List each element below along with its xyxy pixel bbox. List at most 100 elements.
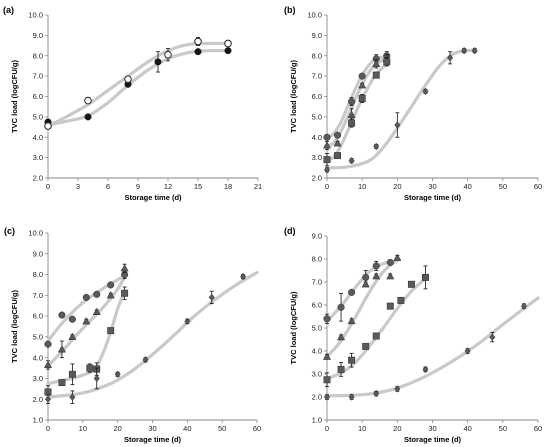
data-point-square — [44, 388, 52, 396]
x-tick-label: 20 — [393, 424, 401, 433]
x-axis-label: Storage time (d) — [404, 193, 462, 202]
data-point-diamond — [447, 54, 454, 62]
data-point-triangle — [106, 291, 115, 299]
y-tick-label: 9.0 — [312, 232, 322, 241]
y-tick-label: 6.0 — [312, 301, 322, 310]
data-point-circle — [323, 315, 331, 323]
data-point-circle — [372, 262, 380, 270]
data-point-triangle — [347, 316, 356, 325]
x-tick-label: 20 — [113, 424, 121, 433]
chart-panel-3: (d) 1.0 2.0 3.0 4.0 5.0 6.0 7.0 8.0 9.0 0 10 20 30 40 5… — [284, 226, 542, 444]
data-point-diamond — [373, 142, 380, 151]
y-tick-label: 7.0 — [312, 278, 322, 287]
data-point-square — [358, 95, 366, 102]
y-tick-label: 1.0 — [33, 416, 43, 425]
y-tick-label: 10.0 — [307, 11, 322, 20]
data-point-diamond — [44, 395, 52, 403]
data-point-triangle — [120, 264, 129, 272]
data-point-triangle — [322, 352, 332, 360]
y-axis-label: TVC load (logCFU/g) — [289, 291, 298, 364]
x-tick-label: 50 — [218, 424, 226, 433]
y-tick-label: 3.0 — [33, 374, 43, 383]
y-tick-label: 2.0 — [33, 395, 43, 404]
fit-curve-1 — [46, 41, 230, 128]
x-axis-label: Storage time (d) — [404, 435, 462, 444]
data-point-square — [334, 152, 342, 160]
y-tick-label: 2.0 — [33, 174, 43, 183]
data-point-square — [407, 280, 415, 288]
y-tick-label: 6.0 — [312, 92, 322, 101]
x-axis-label: Storage time (d) — [124, 435, 182, 444]
chart-panel-0: (a) 2.0 3.0 4.0 5.0 6.0 7.0 8.0 9.0 10.0 0 3 6 9 12 15 1… — [3, 5, 262, 202]
y-tick-label: 2.0 — [312, 174, 322, 183]
panel-title: (c) — [4, 226, 15, 236]
data-point-circle — [82, 293, 90, 301]
y-tick-label: 9.0 — [33, 249, 43, 258]
data-point-triangle — [372, 59, 381, 67]
y-tick-label: 8.0 — [312, 51, 322, 60]
data-point-square — [422, 273, 429, 281]
x-tick-label: 10 — [358, 182, 366, 191]
x-tick-label: 9 — [136, 182, 140, 191]
data-point-diamond — [464, 347, 471, 355]
x-tick-label: 10 — [358, 424, 366, 433]
x-tick-label: 50 — [499, 182, 507, 191]
data-point-circle — [84, 113, 92, 121]
data-point-circle — [44, 122, 52, 130]
data-point-triangle — [393, 253, 402, 261]
data-point-diamond — [394, 385, 401, 393]
data-point-square — [58, 379, 66, 387]
y-axis-label: TVC load (logCFU/g) — [289, 60, 298, 133]
data-point-triangle — [322, 141, 332, 149]
data-point-square — [107, 327, 115, 335]
x-tick-label: 0 — [325, 424, 329, 433]
y-tick-label: 7.0 — [312, 72, 322, 81]
data-point-square — [337, 365, 345, 373]
data-point-diamond — [69, 393, 76, 401]
data-point-circle — [154, 58, 162, 66]
x-tick-label: 15 — [194, 182, 202, 191]
data-point-triangle — [358, 80, 367, 89]
y-tick-label: 9.0 — [33, 31, 43, 40]
data-point-square — [397, 296, 405, 304]
data-point-circle — [68, 315, 76, 323]
y-tick-label: 1.0 — [312, 416, 322, 425]
y-tick-label: 7.0 — [33, 72, 43, 81]
fit-curve-3 — [46, 270, 259, 399]
data-point-triangle — [361, 279, 370, 288]
data-point-circle — [224, 47, 232, 55]
data-point-square — [323, 156, 331, 164]
x-tick-label: 40 — [463, 424, 471, 433]
x-tick-label: 60 — [534, 182, 542, 191]
x-tick-label: 0 — [46, 424, 50, 433]
data-point-circle — [337, 303, 345, 311]
x-tick-label: 0 — [325, 182, 329, 191]
data-point-diamond — [520, 302, 527, 310]
x-tick-label: 20 — [393, 182, 401, 191]
data-point-triangle — [372, 271, 381, 280]
x-tick-label: 6 — [106, 182, 110, 191]
data-point-square — [348, 119, 356, 127]
data-point-diamond — [142, 356, 149, 364]
panel-title: (a) — [3, 5, 14, 15]
data-point-diamond — [348, 156, 355, 165]
data-point-square — [121, 289, 129, 297]
panel-title: (b) — [284, 5, 296, 15]
data-point-square — [323, 376, 331, 384]
x-tick-label: 12 — [164, 182, 172, 191]
data-point-triangle — [57, 345, 66, 353]
y-tick-label: 3.0 — [312, 370, 322, 379]
y-tick-label: 7.0 — [33, 291, 43, 300]
x-axis-label: Storage time (d) — [124, 193, 182, 202]
data-point-diamond — [240, 272, 247, 281]
x-tick-label: 30 — [148, 424, 156, 433]
data-point-circle — [44, 340, 52, 348]
data-point-circle — [194, 48, 202, 56]
chart-panel-2: (c) 1.0 2.0 3.0 4.0 5.0 6.0 7.0 8.0 9.0 10.0 0 10 20 3… — [4, 226, 261, 444]
data-point-square — [68, 370, 76, 378]
data-point-triangle — [337, 332, 346, 341]
data-point-circle — [107, 281, 115, 289]
y-tick-label: 4.0 — [33, 353, 43, 362]
y-tick-label: 5.0 — [33, 332, 43, 341]
